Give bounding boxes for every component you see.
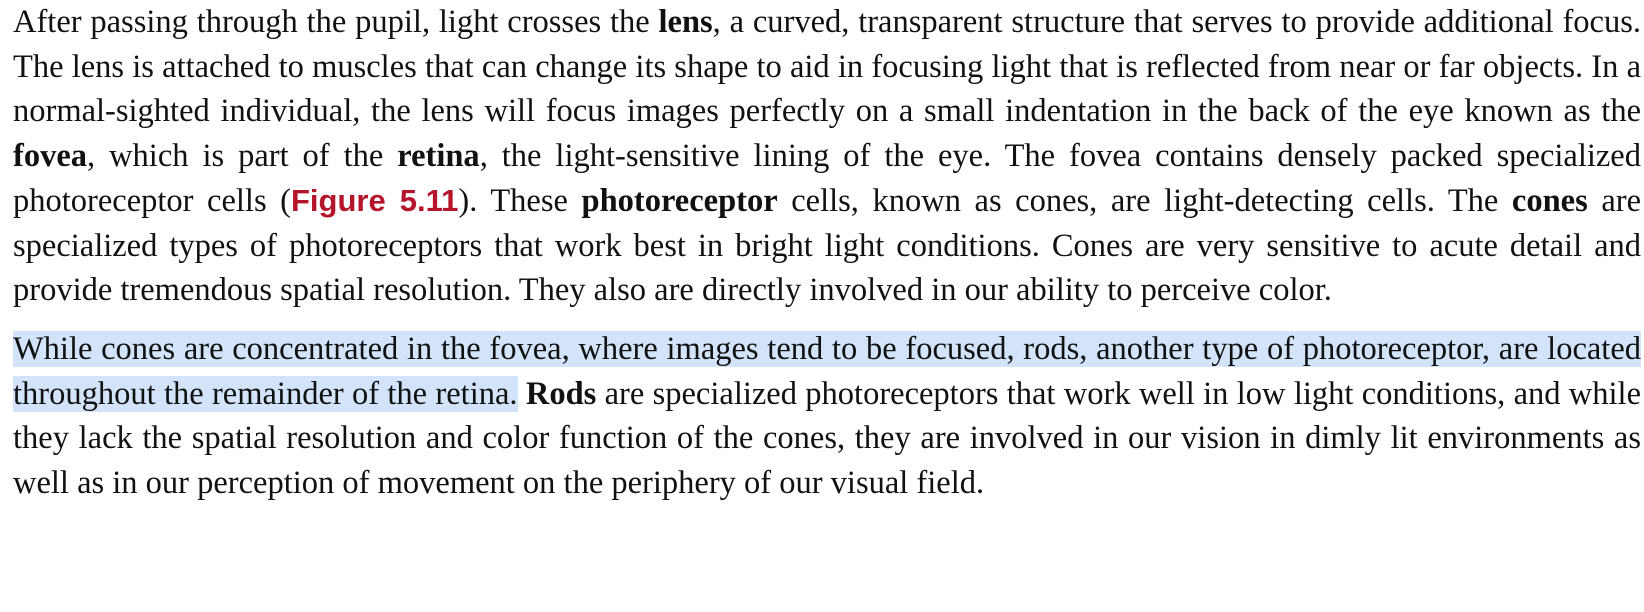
paragraph-rods: While cones are concentrated in the fove… [13, 327, 1641, 506]
paragraph-text: are specialized types of photoreceptors … [13, 182, 1641, 309]
term-rods: Rods [525, 375, 597, 412]
figure-5-11-link[interactable]: Figure 5.11 [291, 182, 459, 218]
term-photoreceptor: photoreceptor [581, 182, 778, 219]
term-fovea: fovea [13, 138, 87, 175]
document-page: After passing through the pupil, light c… [13, 0, 1641, 506]
paragraph-text: , a curved, transparent structure that s… [13, 4, 1641, 130]
term-cones: cones [1511, 182, 1588, 219]
paragraph-text: After passing through the pupil, light c… [13, 4, 659, 40]
paragraph-text: are specialized photoreceptors that work… [13, 375, 1642, 502]
paragraph-text: , the light-sensitive lining of the eye.… [13, 138, 1641, 219]
paragraph-text: , which is part of the [87, 138, 398, 175]
paragraph-eye-lens-fovea: After passing through the pupil, light c… [13, 0, 1641, 313]
paragraph-text [518, 376, 526, 412]
term-lens: lens [658, 4, 713, 40]
paragraph-text: cells, known as cones, are light-detecti… [777, 182, 1512, 219]
paragraph-text: ). These [458, 182, 582, 219]
term-retina: retina [397, 138, 480, 175]
